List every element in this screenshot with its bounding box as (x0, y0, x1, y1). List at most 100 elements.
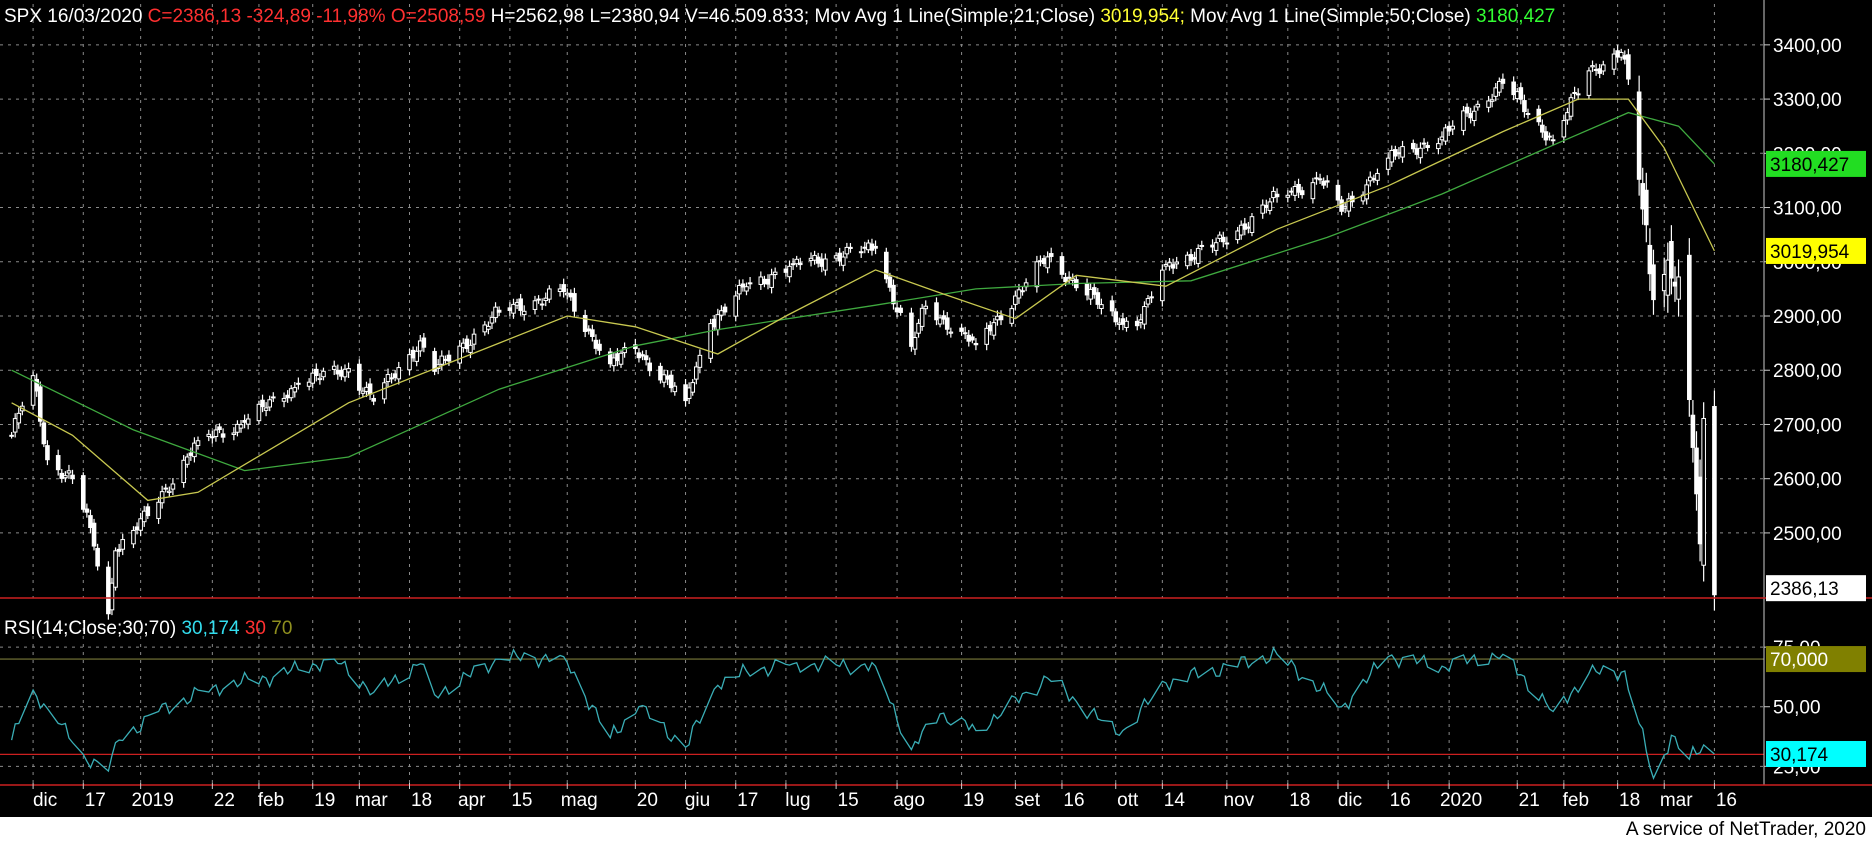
candle (346, 362, 351, 378)
symbol-date: SPX 16/03/2020 (4, 6, 143, 27)
candle-body (1210, 244, 1215, 248)
candle (1618, 48, 1624, 61)
candle (1091, 283, 1097, 299)
candle-body (192, 442, 197, 458)
candle-body (912, 337, 918, 350)
candle-body (80, 475, 86, 510)
candle (837, 247, 842, 267)
candle (460, 338, 466, 353)
candle-body (507, 307, 513, 311)
candle-body (1400, 146, 1405, 158)
candle (618, 349, 624, 368)
candle-body (1590, 65, 1595, 68)
candle-body (1091, 287, 1097, 295)
candle (532, 295, 538, 315)
candle-body (184, 456, 190, 465)
candle-body (1249, 216, 1255, 234)
candle-body (1059, 256, 1065, 275)
candle-body (747, 282, 753, 285)
x-tick-label: 18 (1289, 790, 1310, 811)
candle (891, 279, 896, 310)
candle-body (1450, 125, 1456, 130)
ma50-value: 3180,427 (1476, 6, 1556, 27)
candle (163, 483, 169, 493)
candle-body (1471, 110, 1477, 122)
candle (1661, 257, 1667, 308)
candle-body (848, 246, 853, 249)
x-tick-label: 22 (214, 790, 235, 811)
candle (984, 322, 989, 351)
candle (1687, 238, 1692, 417)
candle-body (306, 381, 312, 387)
candle-body (998, 315, 1004, 321)
candle-body (586, 328, 592, 332)
candle (414, 346, 419, 367)
candle (357, 359, 362, 396)
candle (1436, 137, 1441, 155)
ma21-line (11, 98, 1715, 502)
candle (661, 369, 667, 388)
candle-body (1163, 263, 1169, 267)
candle-body (959, 327, 964, 332)
candle-body (887, 276, 893, 288)
candle-body (557, 288, 563, 293)
candle-body (866, 242, 871, 251)
candle-body (1676, 276, 1681, 300)
candle-body (694, 366, 699, 380)
candle (1511, 76, 1516, 101)
candle-body (844, 246, 850, 255)
candle (1497, 77, 1502, 97)
candle (1213, 237, 1219, 256)
candle-body (1644, 189, 1649, 226)
candle-body (1712, 406, 1717, 596)
candle (1185, 251, 1190, 270)
candle (568, 289, 574, 301)
candle-body (647, 362, 652, 372)
candle-body (217, 426, 222, 431)
candle (1371, 174, 1377, 183)
candle-body (733, 295, 739, 317)
candle (1339, 195, 1344, 216)
candle (1701, 402, 1706, 582)
ma50-badge: 3180,427 (1770, 155, 1849, 176)
candle-body (421, 337, 427, 348)
candle-body (708, 323, 713, 359)
candle (138, 512, 143, 537)
candle (765, 274, 771, 290)
candle (80, 472, 86, 513)
candle-body (640, 354, 645, 357)
candle-body (862, 246, 868, 249)
candle-body (797, 262, 803, 266)
candle (120, 533, 126, 556)
candle (507, 302, 513, 317)
candle-body (661, 374, 667, 383)
candle (109, 577, 115, 616)
candle-body (486, 325, 491, 330)
candle-body (220, 433, 226, 438)
candle-body (371, 397, 376, 402)
candle-body (869, 243, 875, 251)
candle (267, 395, 272, 412)
candle-body (995, 315, 1000, 321)
candle (1644, 172, 1649, 243)
candle (235, 420, 240, 437)
candle-body (1425, 145, 1430, 148)
candle-body (1611, 53, 1617, 70)
y-tick-label: 2700,00 (1773, 415, 1842, 436)
candle-body (1242, 223, 1248, 230)
candle (1694, 431, 1699, 511)
candle (407, 348, 412, 376)
candle-body (615, 353, 620, 362)
candle-body (1375, 172, 1380, 181)
candle-body (270, 396, 276, 399)
candle (744, 282, 749, 296)
x-tick-label: 15 (511, 790, 532, 811)
candle (658, 362, 663, 384)
candle-body (16, 412, 22, 424)
candle (421, 333, 427, 353)
candle-body (665, 375, 670, 380)
candle-body (1464, 106, 1470, 114)
candle-body (335, 369, 341, 375)
candle-body (1568, 97, 1574, 117)
change-percent: -11,98% (316, 6, 386, 27)
